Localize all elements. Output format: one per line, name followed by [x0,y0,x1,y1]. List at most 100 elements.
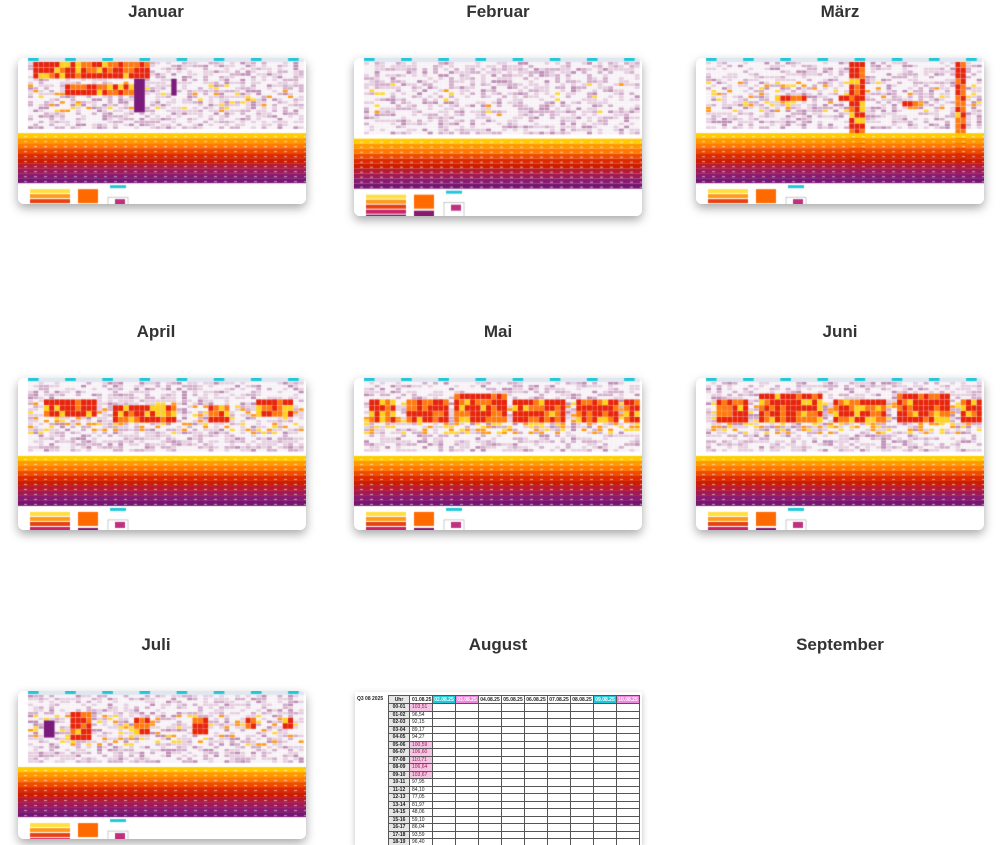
empty-cell [432,838,456,845]
table-header-row: Uhr 01.08.25 02.08.25 03.08.25 04.08.25 … [388,695,640,704]
empty-cell [478,703,502,712]
empty-cell [524,755,548,764]
heatmap-preview [18,691,306,839]
empty-cell [501,740,525,749]
hour-cell: 06-07 [388,748,410,757]
date-header: 04.08.25 [478,695,502,704]
hour-cell: 04-05 [388,733,410,742]
empty-cell [455,748,479,757]
empty-cell [547,733,571,742]
empty-cell [524,785,548,794]
empty-cell [570,800,594,809]
price-cell: 89,17 [409,725,433,734]
empty-cell [524,710,548,719]
empty-cell [616,830,640,839]
month-thumbnail-jan[interactable] [18,58,306,204]
date-header: 08.08.25 [570,695,594,704]
date-header: 06.08.25 [524,695,548,704]
month-thumbnail-mar[interactable] [696,58,984,204]
price-cell: 96,54 [409,710,433,719]
empty-cell [501,748,525,757]
hour-cell: 03-04 [388,725,410,734]
empty-cell [570,755,594,764]
price-cell: 106,64 [409,763,433,772]
month-thumbnail-jun[interactable] [696,378,984,530]
empty-cell [432,703,456,712]
empty-cell [478,823,502,832]
hour-cell: 15-16 [388,815,410,824]
empty-cell [593,740,617,749]
empty-cell [570,823,594,832]
price-cell: 97,95 [409,778,433,787]
empty-cell [570,710,594,719]
empty-cell [455,710,479,719]
empty-cell [478,815,502,824]
empty-cell [432,770,456,779]
empty-cell [616,740,640,749]
empty-cell [616,800,640,809]
empty-cell [547,710,571,719]
empty-cell [570,785,594,794]
empty-cell [616,725,640,734]
month-thumbnail-mai[interactable] [354,378,642,530]
empty-cell [501,703,525,712]
heatmap-preview [696,58,984,204]
empty-cell [616,785,640,794]
empty-cell [501,808,525,817]
heatmap-preview [696,378,984,530]
table-row: 02-03 92,15 [388,718,640,727]
empty-cell [501,733,525,742]
august-price-table: Uhr 01.08.25 02.08.25 03.08.25 04.08.25 … [388,695,640,845]
hour-cell: 13-14 [388,800,410,809]
empty-cell [616,763,640,772]
empty-cell [455,740,479,749]
month-title: April [136,322,176,341]
hour-cell: 10-11 [388,778,410,787]
empty-cell [570,830,594,839]
empty-cell [478,763,502,772]
empty-cell [616,815,640,824]
month-thumbnail-aug[interactable]: Q3 08 2025 Uhr 01.08.25 02.08.25 03.08.2… [355,692,642,845]
empty-cell [593,748,617,757]
empty-cell [570,748,594,757]
empty-cell [570,770,594,779]
table-row: 13-14 81,97 [388,800,640,809]
empty-cell [616,710,640,719]
date-header: 02.08.25 [432,695,456,704]
date-header: 10.08.25 [616,695,640,704]
empty-cell [455,785,479,794]
price-cell: 110,71 [409,755,433,764]
table-row: 09-10 103,67 [388,770,640,779]
hour-cell: 00-01 [388,703,410,712]
hour-header: Uhr [388,695,410,704]
empty-cell [501,793,525,802]
empty-cell [524,778,548,787]
table-row: 11-12 84,10 [388,785,640,794]
empty-cell [616,808,640,817]
month-thumbnail-jul[interactable] [18,691,306,839]
month-title: August [468,635,528,654]
empty-cell [570,763,594,772]
price-cell: 86,04 [409,823,433,832]
empty-cell [524,793,548,802]
table-row: 07-08 110,71 [388,755,640,764]
table-row: 15-16 59,10 [388,815,640,824]
hour-cell: 09-10 [388,770,410,779]
empty-cell [478,740,502,749]
empty-cell [593,793,617,802]
empty-cell [593,733,617,742]
empty-cell [524,733,548,742]
table-row: 10-11 97,95 [388,778,640,787]
empty-cell [616,770,640,779]
month-thumbnail-apr[interactable] [18,378,306,530]
empty-cell [593,763,617,772]
price-cell: 77,05 [409,793,433,802]
empty-cell [432,718,456,727]
empty-cell [593,778,617,787]
month-thumbnail-feb[interactable] [354,58,642,216]
empty-cell [478,770,502,779]
empty-cell [432,815,456,824]
empty-cell [478,710,502,719]
hour-cell: 08-09 [388,763,410,772]
empty-cell [455,755,479,764]
